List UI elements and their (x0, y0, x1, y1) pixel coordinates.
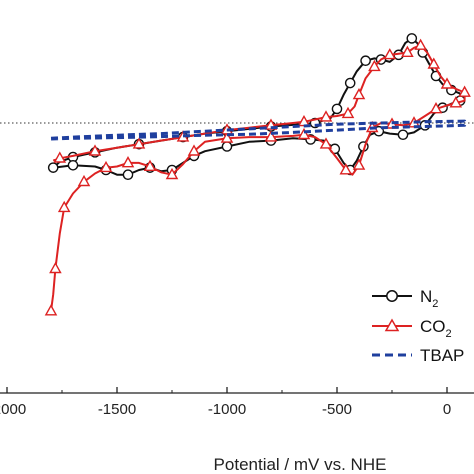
data-point-co2 (352, 87, 366, 100)
data-point-co2 (414, 38, 427, 50)
data-point-n2 (47, 162, 59, 173)
x-tick-label: 0 (443, 401, 451, 418)
x-tick-label: -500 (322, 401, 352, 418)
x-tick-label: -1000 (208, 401, 246, 418)
data-point-co2 (99, 160, 113, 173)
data-point-co2 (368, 59, 381, 72)
data-point-co2 (121, 156, 135, 168)
x-axis-title: Potential / mV vs. NHE (214, 455, 387, 474)
data-point-co2 (440, 77, 454, 89)
legend-item-co2: CO2 (372, 317, 452, 340)
data-point-n2 (122, 169, 134, 180)
data-point-co2 (77, 174, 91, 187)
x-tick-label: -2000 (0, 401, 26, 418)
legend-label: CO2 (420, 317, 452, 340)
data-point-n2 (331, 103, 343, 115)
data-point-co2 (187, 144, 201, 156)
data-point-co2 (319, 137, 333, 149)
series-line-tbap (50, 119, 467, 141)
x-tick-label: -1500 (98, 401, 136, 418)
data-point-co2 (220, 131, 234, 143)
data-point-n2 (406, 33, 418, 44)
data-point-co2 (165, 167, 179, 180)
series-line-co2 (50, 44, 466, 312)
data-point-n2 (397, 129, 409, 141)
data-point-co2 (383, 48, 397, 60)
data-point-co2 (429, 102, 443, 114)
legend: N2 CO2 TBAP (372, 287, 464, 365)
data-point-n2 (221, 141, 233, 152)
data-point-n2 (360, 55, 371, 67)
legend-label: TBAP (420, 346, 464, 365)
data-point-co2 (427, 57, 441, 69)
data-point-co2 (352, 158, 366, 170)
data-point-co2 (449, 96, 463, 108)
legend-item-n2: N2 (372, 287, 438, 310)
data-point-co2 (339, 163, 353, 175)
data-point-co2 (132, 137, 146, 149)
legend-marker-circle (386, 290, 398, 302)
data-point-co2 (88, 144, 102, 156)
data-point-co2 (57, 200, 71, 213)
data-point-co2 (341, 106, 355, 119)
data-point-n2 (67, 159, 79, 171)
data-point-co2 (319, 110, 333, 122)
legend-label-subscript: 2 (446, 328, 452, 340)
data-point-co2 (143, 159, 157, 172)
legend-label-subscript: 2 (432, 298, 438, 310)
data-point-co2 (44, 304, 58, 316)
data-point-co2 (264, 130, 278, 142)
legend-item-tbap: TBAP (372, 346, 464, 365)
series-layer (44, 33, 471, 316)
series-co2 (44, 38, 471, 316)
legend-marker-triangle (384, 318, 400, 332)
data-point-co2 (53, 151, 67, 163)
data-point-co2 (401, 45, 414, 57)
data-point-n2 (344, 77, 356, 89)
x-axis: -2000 -1500 -1000 -500 0 (0, 387, 474, 418)
data-point-co2 (49, 261, 62, 274)
data-point-co2 (297, 127, 311, 140)
series-tbap (50, 119, 467, 141)
legend-label: N2 (420, 287, 438, 310)
data-point-co2 (458, 85, 471, 97)
